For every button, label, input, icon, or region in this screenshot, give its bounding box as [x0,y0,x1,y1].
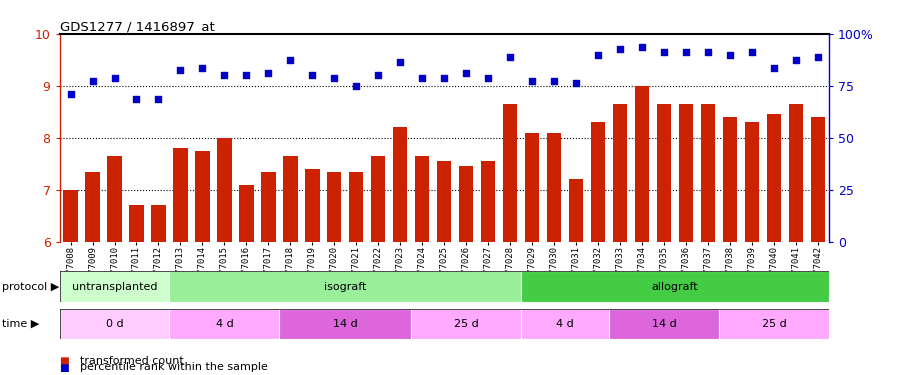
Bar [481,161,496,242]
Bar [60,309,169,339]
Bar [169,271,521,302]
Point [63,91,78,97]
Bar [635,86,649,242]
Point [393,59,408,65]
Point [679,49,693,55]
Text: 25 d: 25 d [453,319,479,329]
Bar [521,271,829,302]
Bar [327,172,342,242]
Text: 25 d: 25 d [761,319,787,329]
Text: GDS1277 / 1416897_at: GDS1277 / 1416897_at [60,20,214,33]
Bar [283,156,298,242]
Bar [305,169,320,242]
Point [547,78,562,84]
Text: 4 d: 4 d [215,319,234,329]
Bar [169,309,279,339]
Point [459,70,474,76]
Text: protocol ▶: protocol ▶ [2,282,59,291]
Point [437,75,452,81]
Bar [811,117,825,242]
Bar [745,122,759,242]
Bar [279,309,411,339]
Bar [393,128,408,242]
Bar [679,104,693,242]
Bar [437,161,452,242]
Point [767,64,781,70]
Point [415,75,430,81]
Bar [371,156,386,242]
Bar [613,104,627,242]
Point [723,52,737,58]
Bar [657,104,671,242]
Bar [195,151,210,242]
Bar [609,309,719,339]
Text: untransplanted: untransplanted [71,282,158,291]
Point [129,96,144,102]
Bar [789,104,803,242]
Bar [349,172,364,242]
Bar [63,190,78,242]
Point [283,57,298,63]
Point [195,64,210,70]
Bar [415,156,430,242]
Point [305,72,320,78]
Bar [503,104,518,242]
Point [151,96,166,102]
Text: 14 d: 14 d [651,319,677,329]
Bar [173,148,188,242]
Point [657,49,671,55]
Text: ■: ■ [60,356,70,366]
Point [107,75,122,81]
Point [349,83,364,89]
Text: 4 d: 4 d [556,319,574,329]
Bar [151,206,166,242]
Text: isograft: isograft [324,282,366,291]
Bar [459,166,474,242]
Point [789,57,803,63]
Bar [261,172,276,242]
Bar [129,206,144,242]
Point [701,49,715,55]
Point [371,72,386,78]
Bar [547,133,562,242]
Point [239,72,254,78]
Bar [767,114,781,242]
Point [261,70,276,76]
Point [591,52,605,58]
Bar [701,104,715,242]
Point [173,67,188,73]
Text: ■: ■ [60,363,70,372]
Bar [521,309,609,339]
Text: 14 d: 14 d [333,319,358,329]
Bar [217,138,232,242]
Point [525,78,540,84]
Point [613,46,627,53]
Bar [591,122,605,242]
Point [481,75,496,81]
Text: time ▶: time ▶ [2,319,39,329]
Bar [569,180,583,242]
Point [635,44,649,50]
Bar [723,117,737,242]
Bar [719,309,829,339]
Point [811,54,825,60]
Bar [411,309,521,339]
Text: percentile rank within the sample: percentile rank within the sample [80,363,267,372]
Text: 0 d: 0 d [105,319,124,329]
Point [745,49,759,55]
Point [503,54,518,60]
Bar [239,184,254,242]
Text: allograft: allograft [652,282,698,291]
Bar [525,133,540,242]
Point [85,78,100,84]
Bar [107,156,122,242]
Point [217,72,232,78]
Point [327,75,342,81]
Bar [85,172,100,242]
Point [569,80,583,86]
Text: transformed count: transformed count [80,356,183,366]
Bar [60,271,169,302]
